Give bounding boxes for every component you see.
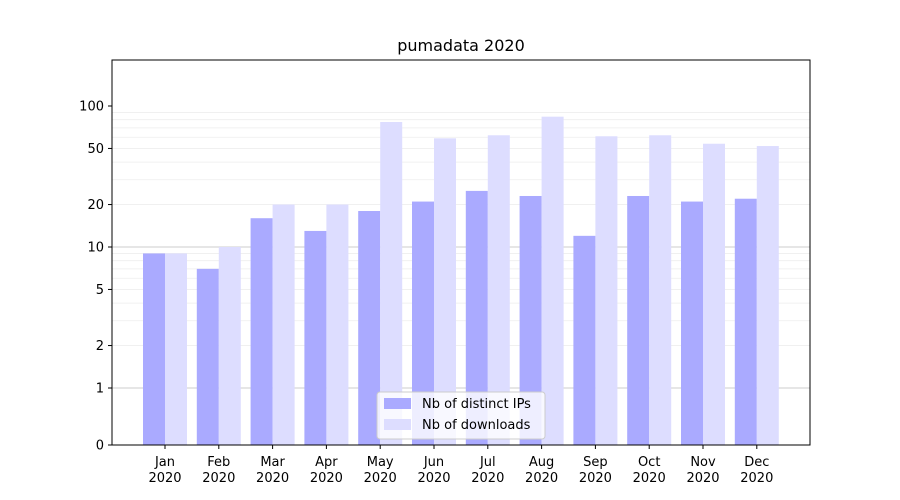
chart-title: pumadata 2020 xyxy=(397,36,525,55)
x-tick-label: Sep 2020 xyxy=(579,455,612,486)
x-tick-label: Jan 2020 xyxy=(148,455,181,486)
y-tick-label: 2 xyxy=(96,339,104,354)
x-tick-label: Feb 2020 xyxy=(202,455,235,486)
x-tick-label: Mar 2020 xyxy=(256,455,289,486)
x-tick-label-line: May xyxy=(367,455,394,470)
bar-nb-of-downloads-11 xyxy=(756,146,779,446)
x-tick-label-line: 2020 xyxy=(256,471,289,486)
y-axis: 0 1 2 5 10 20 50 100 xyxy=(79,100,112,454)
bar-nb-of-downloads-10 xyxy=(703,143,725,445)
x-tick-label-line: 2020 xyxy=(202,471,235,486)
x-tick-label: Aug 2020 xyxy=(525,455,558,486)
bar-nb-of-downloads-9 xyxy=(649,135,672,445)
x-tick-label: Nov 2020 xyxy=(686,455,719,486)
x-tick-label-line: 2020 xyxy=(364,471,397,486)
x-tick-label: Apr 2020 xyxy=(310,455,343,486)
bar-nb-of-downloads-5 xyxy=(434,138,456,445)
legend-swatch-distinct-ips xyxy=(384,398,411,409)
y-tick-label: 20 xyxy=(87,198,104,213)
x-tick-label-line: Apr xyxy=(315,455,338,470)
y-tick-label: 100 xyxy=(79,100,104,115)
bar-nb-of-distinct-ips-9 xyxy=(627,195,650,445)
x-tick-label: Dec 2020 xyxy=(740,455,773,486)
x-tick-label-line: 2020 xyxy=(525,471,558,486)
x-tick-label-line: Dec xyxy=(744,455,769,470)
x-tick-label-line: Oct xyxy=(638,455,660,470)
bar-nb-of-distinct-ips-3 xyxy=(304,230,327,445)
bar-nb-of-downloads-3 xyxy=(326,204,349,445)
x-tick-label-line: 2020 xyxy=(310,471,343,486)
x-tick-label-line: 2020 xyxy=(148,471,181,486)
legend: Nb of distinct IPs Nb of downloads xyxy=(376,391,546,440)
x-tick-label: Oct 2020 xyxy=(633,455,666,486)
bar-nb-of-distinct-ips-11 xyxy=(734,198,757,445)
y-tick-label: 10 xyxy=(87,241,104,256)
bar-nb-of-distinct-ips-1 xyxy=(196,268,219,445)
x-tick-label-line: 2020 xyxy=(417,471,450,486)
bar-nb-of-downloads-4 xyxy=(380,122,403,445)
bar-nb-of-distinct-ips-4 xyxy=(358,211,381,445)
bar-nb-of-distinct-ips-2 xyxy=(250,218,273,445)
x-tick-label: Jul 2020 xyxy=(471,455,504,486)
bar-nb-of-distinct-ips-6 xyxy=(465,190,488,445)
bar-nb-of-distinct-ips-10 xyxy=(681,201,703,445)
bar-nb-of-downloads-0 xyxy=(165,253,187,445)
legend-label-distinct-ips: Nb of distinct IPs xyxy=(422,397,531,412)
y-tick-label: 50 xyxy=(87,142,104,157)
bar-nb-of-downloads-8 xyxy=(595,136,618,445)
x-tick-label-line: Jun xyxy=(423,455,444,470)
x-tick-label: Jun 2020 xyxy=(417,455,450,486)
bar-nb-of-distinct-ips-7 xyxy=(519,195,542,445)
bar-nb-of-distinct-ips-8 xyxy=(573,235,596,445)
x-tick-label-line: Sep xyxy=(583,455,608,470)
bar-nb-of-downloads-2 xyxy=(272,204,295,445)
x-tick-label-line: Nov xyxy=(690,455,716,470)
bar-nb-of-downloads-6 xyxy=(487,135,510,445)
legend-swatch-downloads xyxy=(384,419,411,430)
y-tick-label: 5 xyxy=(96,283,104,298)
plot-frame xyxy=(111,59,811,446)
x-tick-label-line: 2020 xyxy=(686,471,719,486)
bar-nb-of-distinct-ips-5 xyxy=(412,201,434,445)
x-tick-label-line: 2020 xyxy=(633,471,666,486)
x-tick-label-line: 2020 xyxy=(740,471,773,486)
legend-label-downloads: Nb of downloads xyxy=(422,418,531,433)
x-tick-label-line: Mar xyxy=(260,455,285,470)
x-tick-label: May 2020 xyxy=(364,455,397,486)
x-tick-label-line: 2020 xyxy=(579,471,612,486)
x-tick-label-line: 2020 xyxy=(471,471,504,486)
x-tick-label-line: Jan xyxy=(154,455,175,470)
bar-nb-of-distinct-ips-0 xyxy=(143,253,165,445)
bars xyxy=(143,116,779,446)
x-tick-label-line: Jul xyxy=(479,455,496,470)
legend-frame xyxy=(376,391,546,440)
x-tick-label-line: Feb xyxy=(207,455,230,470)
x-tick-label-line: Aug xyxy=(529,455,554,470)
y-tick-label: 1 xyxy=(96,382,104,397)
bar-nb-of-downloads-7 xyxy=(541,116,564,445)
y-tick-label: 0 xyxy=(96,439,104,454)
bar-nb-of-downloads-1 xyxy=(218,247,241,445)
